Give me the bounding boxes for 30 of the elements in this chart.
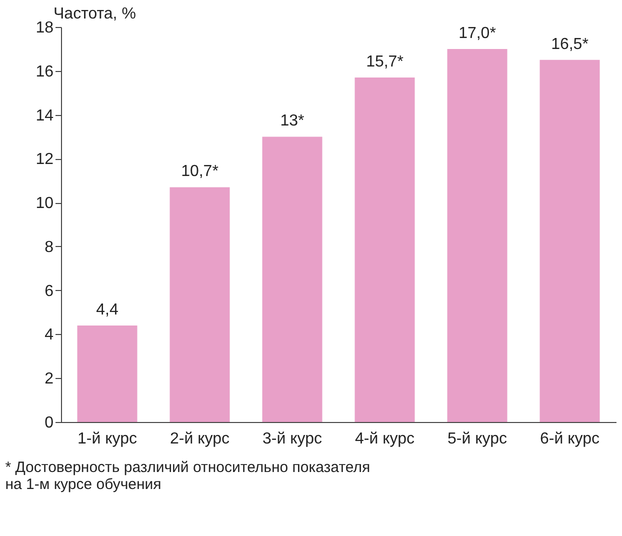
- x-tick-label: 5-й курс: [447, 430, 508, 448]
- data-label: 15,7*: [366, 53, 404, 70]
- data-label: 10,7*: [181, 163, 218, 180]
- data-label: 16,5*: [551, 36, 588, 53]
- y-tick-label: 0: [44, 414, 54, 432]
- x-tick-label: 4-й курс: [354, 430, 415, 448]
- y-tick-label: 18: [36, 20, 54, 36]
- bar: [170, 187, 230, 422]
- y-axis-title: Частота, %: [54, 6, 136, 22]
- y-tick-label: 8: [44, 238, 54, 256]
- data-label: 4,4: [96, 301, 118, 318]
- x-tick-label: 6-й курс: [540, 430, 600, 448]
- bar: [262, 136, 322, 422]
- y-tick-label: 2: [44, 370, 54, 388]
- x-tick-label: 3-й курс: [262, 430, 322, 448]
- bar: [540, 60, 600, 422]
- y-tick-label: 14: [36, 107, 54, 124]
- x-tick-label: 2-й курс: [170, 430, 230, 448]
- text: * Достоверность различий относительно показателя на 1-м курсе обучения: [5, 459, 370, 493]
- data-label: 13*: [280, 112, 304, 130]
- data-label: 17,0*: [458, 24, 496, 42]
- bar: [354, 77, 415, 422]
- bar: [447, 48, 508, 422]
- y-tick-label: 10: [36, 195, 54, 212]
- x-tick-label: 1-й курс: [77, 430, 138, 448]
- bar: [77, 325, 138, 422]
- y-tick-label: 16: [36, 63, 54, 80]
- y-tick-label: 6: [44, 282, 54, 300]
- y-tick-label: 12: [36, 151, 54, 168]
- y-tick-label: 4: [44, 326, 54, 344]
